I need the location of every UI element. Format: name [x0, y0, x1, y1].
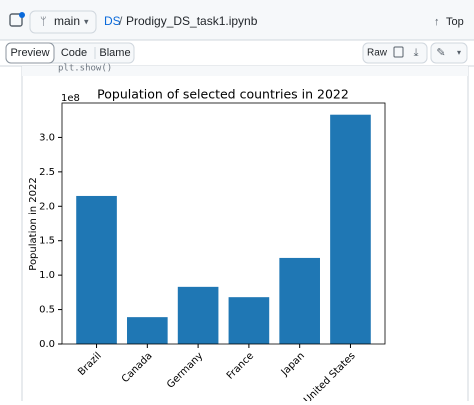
x-tick-label: Canada [120, 350, 155, 385]
breadcrumb-separator: / [119, 14, 123, 28]
x-tick-label: Germany [165, 350, 205, 390]
branch-button[interactable] [29, 10, 97, 34]
notification-dot [19, 12, 25, 18]
top-button[interactable]: Top [446, 16, 464, 28]
chart: Population of selected countries in 2022… [28, 87, 386, 405]
y-tick-label: 3.0 [39, 132, 55, 143]
tab-active[interactable] [5, 42, 55, 64]
edit-group[interactable] [430, 42, 468, 64]
y-tick-label: 0.5 [39, 305, 55, 316]
copy-icon[interactable] [393, 46, 404, 58]
bar [228, 297, 270, 344]
x-tick-label: France [225, 350, 256, 381]
chart-title: Population of selected countries in 2022 [97, 87, 349, 102]
file-name: Prodigy_DS_task1.ipynb [126, 14, 258, 28]
caret: ▾ [457, 48, 461, 57]
action-group [362, 42, 428, 64]
y-tick-label: 2.0 [39, 201, 55, 212]
edit-icon[interactable]: ✎ [436, 47, 445, 59]
top-arrow: ↑ [434, 16, 440, 28]
tab[interactable]: Code [61, 47, 87, 59]
y-tick-label: 0.0 [39, 339, 55, 350]
y-axis-label: Population in 2022 [28, 177, 39, 270]
tab[interactable]: Preview [10, 47, 49, 59]
raw-button[interactable]: Raw [367, 48, 388, 59]
bar [127, 317, 168, 344]
bar [76, 195, 117, 344]
plot-frame [61, 102, 386, 345]
axis-offset: 1e8 [61, 93, 80, 104]
y-tick-label: 2.5 [39, 167, 55, 178]
y-tick-label: 1.5 [39, 236, 55, 247]
code-cell [22, 66, 468, 76]
x-tick-label: Japan [279, 350, 307, 378]
bar [330, 114, 371, 344]
caret: ▾ [84, 16, 89, 26]
x-tick-label: United States [302, 350, 358, 401]
bar [177, 286, 219, 344]
x-tick-label: Brazil [76, 350, 104, 378]
sidebar-toggle[interactable] [9, 13, 23, 27]
tab[interactable]: Blame [99, 47, 130, 59]
y-tick-label: 1.0 [39, 270, 55, 281]
download-icon[interactable]: ⤓ [414, 47, 419, 59]
branch-name: main [54, 14, 80, 28]
code-line: plt.show() [58, 64, 112, 74]
breadcrumb-link[interactable]: DS [104, 14, 121, 28]
branch-icon: ᛘ [40, 16, 47, 28]
bar [279, 257, 320, 344]
